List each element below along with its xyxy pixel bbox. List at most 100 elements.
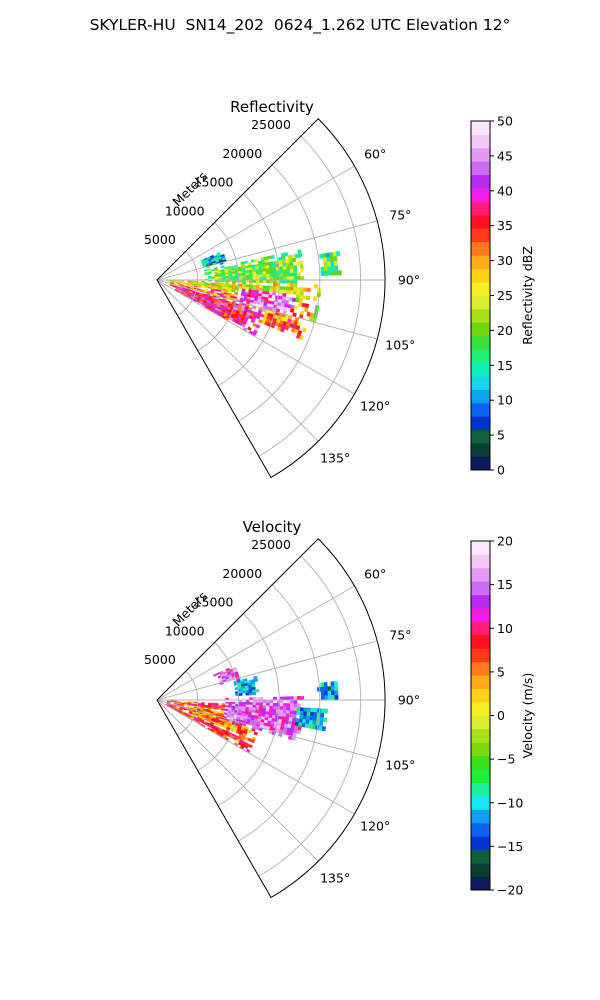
panel-title: Reflectivity [230,98,314,116]
echo-cell [262,285,267,289]
colorbar-tick-label: 5 [497,664,505,679]
echo-cell [265,265,270,269]
echo-cell [248,269,253,273]
echo-cell [266,273,270,278]
echo-cell [295,294,301,299]
echo-cell [211,275,216,278]
echo-cell [286,272,291,277]
colorbar-tick-label: −10 [497,795,523,810]
colorbar-swatch [471,134,490,149]
echo-cell [180,280,185,282]
echo-cell [253,731,258,736]
echo-cell [279,279,284,284]
range-ring [217,613,280,807]
echo-cell [279,286,284,291]
echo-cell [243,260,248,264]
echo-cell [290,696,294,701]
echo-cell [238,273,243,276]
echo-cell [286,276,291,281]
echo-cell [255,269,260,273]
echo-cell [324,695,329,701]
echo-cell [248,267,253,271]
echo-cell [299,291,304,296]
echo-cell [265,270,270,275]
range-ring [177,250,199,316]
colorbar-label: Reflectivity dBZ [520,246,535,345]
sector-frame [156,538,386,899]
echo-cell [279,269,284,274]
echo-cell [279,709,284,714]
echo-cell [283,279,288,284]
colorbar-tick-label: 20 [497,534,513,549]
echo-cell [297,276,301,281]
echo-cell [278,263,283,268]
echo-cell [223,712,228,716]
echo-cell [292,265,297,270]
echo-cell [262,708,267,712]
azimuth-tick-label: 75° [389,207,411,222]
echo-cell [272,712,277,716]
echo-cell [248,272,253,276]
echo-cell [271,261,276,265]
echo-cell [180,281,185,284]
echo-cell [290,283,294,288]
echo-cell [293,272,298,277]
echo-cell [249,282,253,286]
echo-cell [286,703,291,708]
echo-cell [285,258,290,264]
echo-cell [300,287,305,292]
echo-cell [248,287,253,291]
echo-cell [281,296,286,301]
echo-cell [272,708,277,713]
azimuth-spoke [156,165,355,281]
echo-cell [296,287,301,292]
echo-cell [320,686,325,692]
echo-cell [245,272,250,276]
echo-cell [207,268,211,271]
azimuth-tick-label: 120° [360,818,390,833]
echo-cell [327,270,332,276]
echo-cell [324,690,329,696]
colorbar-swatch [471,389,490,404]
echo-cell [252,272,257,276]
colorbar-swatch [471,648,490,663]
echo-cell [173,700,178,702]
echo-cell [290,703,294,708]
echo-cell [282,709,287,714]
echo-cell [303,707,308,712]
colorbar-tick-label: 35 [497,218,513,233]
echo-cell [270,254,275,259]
echo-cell [297,249,302,254]
echo-cell [302,295,307,300]
echo-cell [253,258,259,263]
colorbar-swatch [471,188,490,202]
colorbar-swatch [471,161,490,176]
echo-cell [279,289,284,294]
echo-cell [214,288,218,292]
echo-cell [173,704,177,707]
echo-cell [297,696,301,701]
echo-cell [204,286,209,289]
radial-tick-label: 5000 [144,232,176,247]
range-ring [197,642,239,771]
echo-cell [327,686,332,692]
echo-cell [330,265,335,272]
echo-cell [259,271,264,275]
echo-cell [327,266,332,272]
azimuth-spoke [156,279,378,340]
echo-cell [272,705,277,710]
echo-cell [296,290,301,296]
radial-tick-label: 15000 [194,595,234,610]
colorbar-tick-label: −15 [497,839,523,854]
range-ring [197,222,239,351]
echo-cell [306,295,311,301]
echo-cell [273,276,277,281]
echo-cell [293,279,298,284]
echo-cell [286,286,291,291]
echo-cell [266,702,270,707]
colorbar-label: Velocity (m/s) [520,673,535,759]
echo-cell [214,276,219,279]
colorbar-swatch [471,594,490,609]
echo-cell [282,269,287,274]
echo-cell [331,270,335,276]
